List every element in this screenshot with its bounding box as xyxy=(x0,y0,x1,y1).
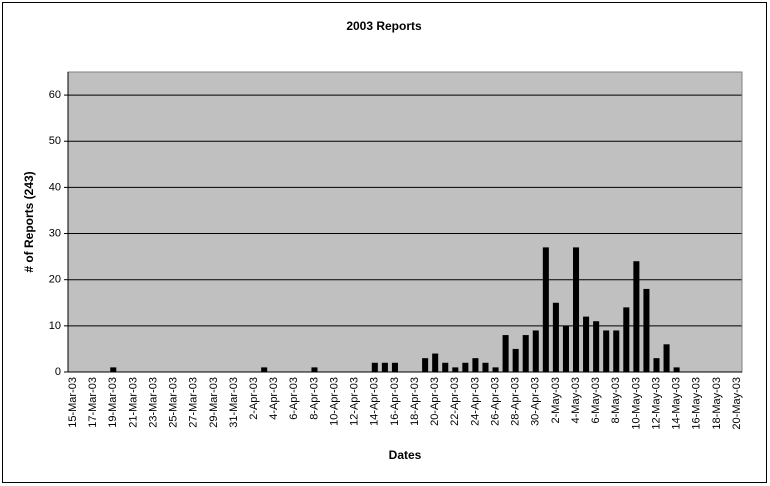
x-tick-label: 23-Mar-03 xyxy=(147,377,159,428)
x-tick-label: 17-Mar-03 xyxy=(87,377,99,428)
x-tick-label: 19-Mar-03 xyxy=(107,377,119,428)
x-tick-label: 10-Apr-03 xyxy=(328,377,340,426)
y-tick-label: 0 xyxy=(55,366,61,378)
bar xyxy=(462,362,469,372)
plot-area xyxy=(68,72,742,372)
y-tick-label: 60 xyxy=(49,89,61,101)
bar xyxy=(583,316,590,372)
x-tick-label: 31-Mar-03 xyxy=(228,377,240,428)
bar xyxy=(562,325,569,372)
x-tick-label: 10-May-03 xyxy=(630,377,642,430)
bar xyxy=(261,367,268,372)
y-tick-label: 20 xyxy=(49,274,61,286)
x-tick-label: 18-Apr-03 xyxy=(409,377,421,426)
x-tick-label: 8-Apr-03 xyxy=(308,377,320,420)
x-tick-label: 12-May-03 xyxy=(650,377,662,430)
bar xyxy=(371,362,378,372)
x-tick-label: 28-Apr-03 xyxy=(510,377,522,426)
x-tick-label: 26-Apr-03 xyxy=(489,377,501,426)
bar xyxy=(442,362,449,372)
x-tick-label: 6-Apr-03 xyxy=(288,377,300,420)
x-tick-label: 16-Apr-03 xyxy=(389,377,401,426)
x-tick-label: 20-Apr-03 xyxy=(429,377,441,426)
bar xyxy=(110,367,117,372)
bar xyxy=(492,367,499,372)
chart-title: 2003 Reports xyxy=(346,19,422,33)
x-tick-label: 4-Apr-03 xyxy=(268,377,280,420)
x-tick-label: 6-May-03 xyxy=(590,377,602,423)
bar xyxy=(653,358,660,372)
bar xyxy=(613,330,620,372)
bar xyxy=(502,335,509,372)
bar xyxy=(522,335,529,372)
y-tick-label: 50 xyxy=(49,135,61,147)
bar xyxy=(311,367,318,372)
bar xyxy=(532,330,539,372)
x-tick-label: 16-May-03 xyxy=(691,377,703,430)
x-tick-label: 20-May-03 xyxy=(731,377,743,430)
bar xyxy=(663,344,670,372)
bar xyxy=(643,288,650,372)
y-axis-label: # of Reports (243) xyxy=(22,171,36,272)
x-tick-label: 8-May-03 xyxy=(610,377,622,423)
bar xyxy=(542,247,549,372)
bar xyxy=(422,358,429,372)
bar xyxy=(593,321,600,372)
y-tick-label: 30 xyxy=(49,227,61,239)
x-tick-label: 18-May-03 xyxy=(711,377,723,430)
bar xyxy=(432,353,439,372)
bar xyxy=(512,348,519,372)
x-tick-label: 21-Mar-03 xyxy=(127,377,139,428)
bar xyxy=(381,362,388,372)
x-tick-label: 2-May-03 xyxy=(550,377,562,423)
bar xyxy=(603,330,610,372)
x-tick-label: 4-May-03 xyxy=(570,377,582,423)
x-tick-label: 24-Apr-03 xyxy=(469,377,481,426)
x-tick-label: 27-Mar-03 xyxy=(188,377,200,428)
bar xyxy=(673,367,680,372)
x-axis-label: Dates xyxy=(389,448,422,462)
x-tick-label: 14-May-03 xyxy=(671,377,683,430)
bar xyxy=(572,247,580,372)
x-tick-label: 30-Apr-03 xyxy=(530,377,542,426)
bar xyxy=(482,362,489,372)
x-tick-label: 2-Apr-03 xyxy=(248,377,260,420)
x-tick-label: 29-Mar-03 xyxy=(208,377,220,428)
y-tick-label: 10 xyxy=(49,320,61,332)
bar xyxy=(552,302,559,372)
bar xyxy=(452,367,459,372)
bar xyxy=(391,362,398,372)
x-tick-label: 15-Mar-03 xyxy=(67,377,79,428)
x-tick-label: 14-Apr-03 xyxy=(369,377,381,426)
x-tick-label: 12-Apr-03 xyxy=(349,377,361,426)
y-tick-label: 40 xyxy=(49,181,61,193)
x-tick-label: 22-Apr-03 xyxy=(449,377,461,426)
bar xyxy=(623,307,630,372)
bar xyxy=(472,358,479,372)
x-tick-label: 25-Mar-03 xyxy=(168,377,180,428)
bar xyxy=(633,261,640,372)
